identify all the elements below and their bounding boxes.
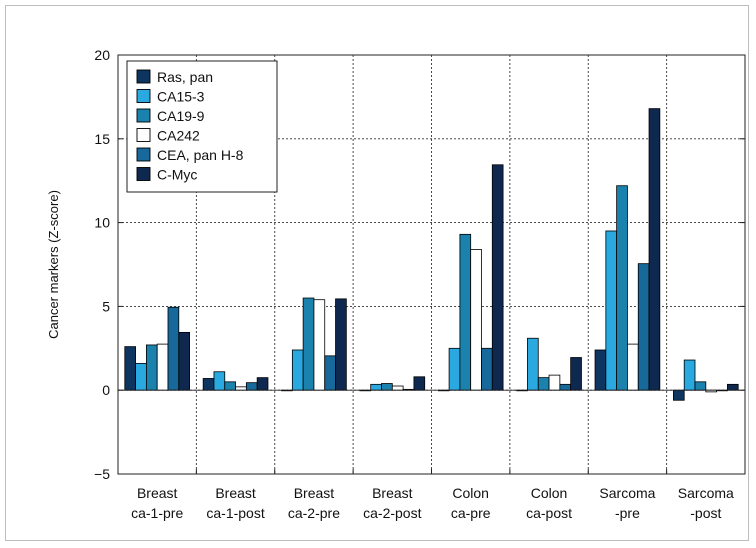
bar-c-myc-3 xyxy=(413,376,426,391)
bar-cea-pan-h-8-1 xyxy=(245,382,258,391)
bar-ca15-3-2 xyxy=(291,349,304,391)
x-tick-label: ca-1-pre xyxy=(131,505,183,521)
legend-swatch xyxy=(136,147,151,162)
bar-ca242-0 xyxy=(156,343,169,391)
bar-ca15-3-1 xyxy=(213,371,226,391)
x-tick-label: ca-pre xyxy=(451,505,491,521)
bar-ca19-9-2 xyxy=(302,297,315,391)
bar-ca19-9-7 xyxy=(694,381,707,391)
legend-entry: C-Myc xyxy=(157,167,197,183)
bar-ca242-1 xyxy=(235,386,247,391)
legend-entry: CA15-3 xyxy=(157,89,205,105)
bar-c-myc-0 xyxy=(178,331,190,391)
y-tick-label: 0 xyxy=(102,382,110,398)
bar-ca242-6 xyxy=(627,343,639,391)
legend-box xyxy=(126,60,278,193)
bar-c-myc-1 xyxy=(256,377,269,391)
y-tick-label: 15 xyxy=(94,131,110,147)
bar-c-myc-6 xyxy=(648,108,661,391)
bar-cea-pan-h-8-4 xyxy=(481,347,493,391)
bar-ras-pan-7 xyxy=(673,389,685,401)
chart-frame: −5 0 5 10 15 20 Breast ca-1-pre Breast ca-1-post B… xyxy=(5,5,749,541)
bar-ras-pan-0 xyxy=(124,346,136,391)
bar-chart: −5 0 5 10 15 20 Breast ca-1-pre Breast ca-1-post B… xyxy=(46,47,746,521)
x-tick-label: -pre xyxy=(615,505,640,521)
bar-ca15-3-6 xyxy=(605,230,618,391)
x-tick-label: Breast xyxy=(137,485,178,501)
x-tick-label: ca-post xyxy=(526,505,572,521)
bar-cea-pan-h-8-0 xyxy=(167,306,180,391)
bar-cea-pan-h-8-5 xyxy=(559,383,572,391)
legend-swatch xyxy=(136,69,151,84)
x-tick-label: ca-2-post xyxy=(363,505,421,521)
bar-ca19-9-1 xyxy=(224,381,236,391)
x-tick-label: Colon xyxy=(452,485,489,501)
bar-ca15-3-5 xyxy=(527,337,539,391)
x-tick-label: ca-1-post xyxy=(206,505,264,521)
x-tick-label: Sarcoma xyxy=(678,485,734,501)
bar-ca15-3-0 xyxy=(135,362,147,391)
bar-cea-pan-h-8-6 xyxy=(637,263,650,391)
bar-ca15-3-7 xyxy=(683,359,696,391)
x-tick-label: -post xyxy=(690,505,721,521)
bar-ca242-5 xyxy=(548,374,561,391)
legend-entry: Ras, pan xyxy=(157,69,213,85)
bar-c-myc-7 xyxy=(727,383,739,391)
y-tick-label: 5 xyxy=(102,298,110,314)
x-tick-label: Sarcoma xyxy=(599,485,655,501)
legend-swatch xyxy=(136,108,151,123)
legend-swatch xyxy=(136,89,151,103)
bar-ca15-3-3 xyxy=(370,383,382,391)
y-tick-label: 10 xyxy=(94,215,110,231)
bar-ca19-9-0 xyxy=(145,344,158,391)
legend-entry: CEA, pan H-8 xyxy=(157,147,244,163)
x-tick-label: Breast xyxy=(372,485,413,501)
bar-ca19-9-6 xyxy=(616,185,628,391)
legend-swatch xyxy=(136,167,151,181)
bar-ca242-2 xyxy=(313,299,326,391)
legend-swatch xyxy=(136,128,151,142)
legend-entry: CA19-9 xyxy=(157,108,205,124)
bar-ca242-4 xyxy=(470,249,482,391)
bar-cea-pan-h-8-2 xyxy=(324,355,336,391)
bar-c-myc-2 xyxy=(335,298,347,391)
y-axis-label: Cancer markers (Z-score) xyxy=(46,190,61,339)
bar-c-myc-5 xyxy=(570,357,582,391)
y-tick-label: 20 xyxy=(94,47,110,63)
bar-ca242-3 xyxy=(391,385,404,391)
x-tick-label: Breast xyxy=(215,485,256,501)
bar-ca19-9-5 xyxy=(537,377,550,391)
bar-ca19-9-3 xyxy=(381,383,393,391)
x-tick-label: ca-2-pre xyxy=(288,505,340,521)
bar-c-myc-4 xyxy=(491,164,504,391)
bar-ras-pan-1 xyxy=(202,378,215,391)
bar-ca15-3-4 xyxy=(448,347,461,391)
x-tick-label: Breast xyxy=(294,485,335,501)
y-tick-label: −5 xyxy=(94,466,110,482)
bar-ca19-9-4 xyxy=(459,233,472,391)
x-tick-label: Colon xyxy=(531,485,568,501)
bar-ras-pan-6 xyxy=(594,349,607,391)
legend-entry: CA242 xyxy=(157,128,200,144)
